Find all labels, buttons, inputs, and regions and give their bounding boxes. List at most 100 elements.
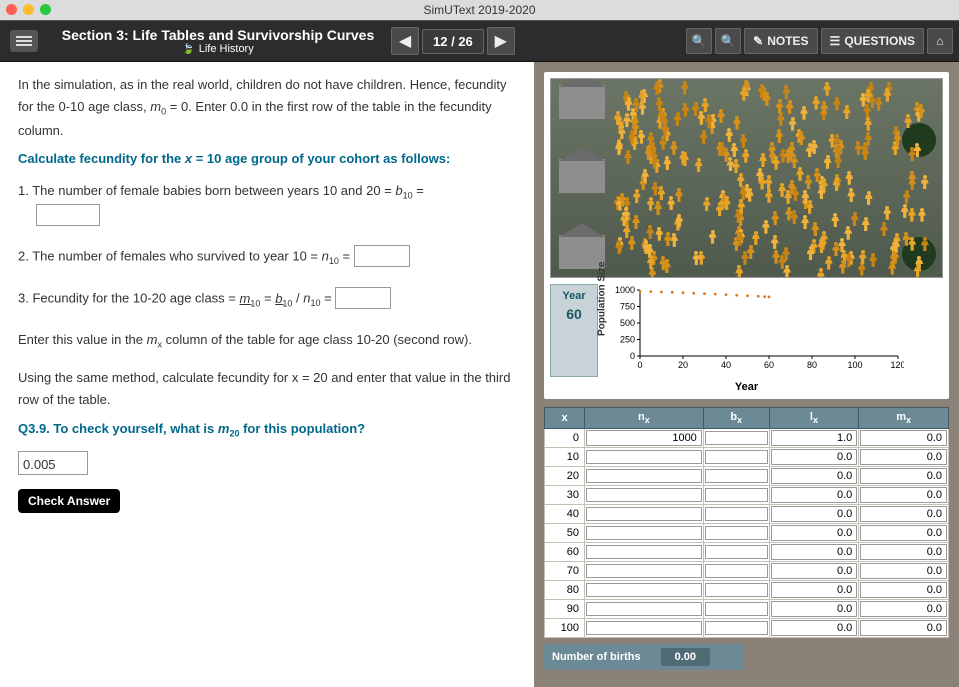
- cell-lx[interactable]: 0.0: [769, 619, 859, 638]
- table-row: 100.00.0: [545, 448, 949, 467]
- menu-button[interactable]: [10, 30, 38, 52]
- zoom-out-button[interactable]: 🔍: [686, 28, 712, 54]
- cell-x: 60: [545, 543, 585, 562]
- notes-button[interactable]: ✎NOTES: [744, 28, 817, 54]
- cell-mx[interactable]: 0.0: [859, 448, 949, 467]
- cell-nx[interactable]: [585, 619, 704, 638]
- leaf-icon: 🍃: [182, 44, 194, 55]
- cell-bx[interactable]: [703, 448, 769, 467]
- cell-mx[interactable]: 0.0: [859, 562, 949, 581]
- section-subtitle: 🍃Life History: [48, 43, 388, 55]
- cell-mx[interactable]: 0.0: [859, 600, 949, 619]
- cell-lx[interactable]: 0.0: [769, 524, 859, 543]
- question-label: Q3.9. To check yourself, what is m20 for…: [18, 418, 516, 442]
- svg-text:0: 0: [637, 360, 642, 370]
- svg-text:500: 500: [620, 318, 635, 328]
- zoom-in-button[interactable]: 🔍: [715, 28, 741, 54]
- cell-x: 80: [545, 581, 585, 600]
- close-icon[interactable]: [6, 4, 17, 15]
- step-1: 1. The number of female babies born betw…: [18, 180, 516, 226]
- cell-x: 90: [545, 600, 585, 619]
- zoom-icon[interactable]: [40, 4, 51, 15]
- cell-bx[interactable]: [703, 429, 769, 448]
- col-nx: nx: [585, 408, 704, 429]
- col-x: x: [545, 408, 585, 429]
- cell-nx[interactable]: [585, 600, 704, 619]
- cell-x: 70: [545, 562, 585, 581]
- cell-bx[interactable]: [703, 524, 769, 543]
- cell-lx[interactable]: 0.0: [769, 486, 859, 505]
- toolbar: Section 3: Life Tables and Survivorship …: [0, 20, 959, 62]
- cell-x: 50: [545, 524, 585, 543]
- col-mx: mx: [859, 408, 949, 429]
- cell-mx[interactable]: 0.0: [859, 486, 949, 505]
- next-page-button[interactable]: ▶: [487, 27, 515, 55]
- population-chart: Population Size 025050075010000204060801…: [604, 284, 943, 377]
- cell-lx[interactable]: 0.0: [769, 543, 859, 562]
- section-header: Section 3: Life Tables and Survivorship …: [48, 27, 388, 55]
- questions-button[interactable]: ☰QUESTIONS: [821, 28, 924, 54]
- cell-nx[interactable]: [585, 505, 704, 524]
- cell-bx[interactable]: [703, 505, 769, 524]
- cell-mx[interactable]: 0.0: [859, 543, 949, 562]
- prev-page-button[interactable]: ◀: [391, 27, 419, 55]
- cell-mx[interactable]: 0.0: [859, 581, 949, 600]
- page-indicator: 12 / 26: [422, 29, 484, 54]
- cell-bx[interactable]: [703, 581, 769, 600]
- cell-nx[interactable]: 1000: [585, 429, 704, 448]
- b10-input[interactable]: [36, 204, 100, 226]
- cell-mx[interactable]: 0.0: [859, 429, 949, 448]
- cell-mx[interactable]: 0.0: [859, 524, 949, 543]
- cell-bx[interactable]: [703, 467, 769, 486]
- step-3: 3. Fecundity for the 10-20 age class = m…: [18, 287, 516, 311]
- cell-nx[interactable]: [585, 543, 704, 562]
- cell-lx[interactable]: 0.0: [769, 505, 859, 524]
- cell-bx[interactable]: [703, 486, 769, 505]
- table-row: 400.00.0: [545, 505, 949, 524]
- intro-text: In the simulation, as in the real world,…: [18, 74, 516, 142]
- svg-text:250: 250: [620, 335, 635, 345]
- cell-nx[interactable]: [585, 524, 704, 543]
- cell-lx[interactable]: 0.0: [769, 467, 859, 486]
- cell-x: 0: [545, 429, 585, 448]
- instruction-text: Calculate fecundity for the x = 10 age g…: [18, 148, 516, 170]
- table-row: 50 0.00.0: [545, 524, 949, 543]
- cell-nx[interactable]: [585, 581, 704, 600]
- answer-input[interactable]: 0.005: [18, 451, 88, 475]
- cell-lx[interactable]: 0.0: [769, 448, 859, 467]
- n10-input[interactable]: [354, 245, 410, 267]
- cell-nx[interactable]: [585, 448, 704, 467]
- cell-mx[interactable]: 0.0: [859, 467, 949, 486]
- cell-lx[interactable]: 0.0: [769, 562, 859, 581]
- check-answer-button[interactable]: Check Answer: [18, 489, 120, 513]
- cell-bx[interactable]: [703, 600, 769, 619]
- table-row: 90 0.00.0: [545, 600, 949, 619]
- table-row: 80 0.00.0: [545, 581, 949, 600]
- cell-mx[interactable]: 0.0: [859, 619, 949, 638]
- home-button[interactable]: ⌂: [927, 28, 953, 54]
- svg-text:0: 0: [630, 351, 635, 361]
- cell-lx[interactable]: 0.0: [769, 600, 859, 619]
- svg-text:750: 750: [620, 302, 635, 312]
- cell-x: 20: [545, 467, 585, 486]
- col-bx: bx: [703, 408, 769, 429]
- m10-input[interactable]: [335, 287, 391, 309]
- cell-nx[interactable]: [585, 486, 704, 505]
- year-display: Year 60: [550, 284, 598, 377]
- cell-bx[interactable]: [703, 543, 769, 562]
- cell-nx[interactable]: [585, 562, 704, 581]
- pencil-icon: ✎: [753, 34, 763, 48]
- cell-lx[interactable]: 1.0: [769, 429, 859, 448]
- minimize-icon[interactable]: [23, 4, 34, 15]
- cell-bx[interactable]: [703, 619, 769, 638]
- cell-mx[interactable]: 0.0: [859, 505, 949, 524]
- births-bar: Number of births 0.00: [544, 644, 744, 670]
- reading-pane: In the simulation, as in the real world,…: [0, 62, 540, 687]
- cell-x: 100: [545, 619, 585, 638]
- cell-nx[interactable]: [585, 467, 704, 486]
- simulation-pane: Year 60 Population Size 0250500750100002…: [540, 62, 959, 687]
- cell-x: 30: [545, 486, 585, 505]
- cell-lx[interactable]: 0.0: [769, 581, 859, 600]
- cell-bx[interactable]: [703, 562, 769, 581]
- list-icon: ☰: [830, 34, 841, 48]
